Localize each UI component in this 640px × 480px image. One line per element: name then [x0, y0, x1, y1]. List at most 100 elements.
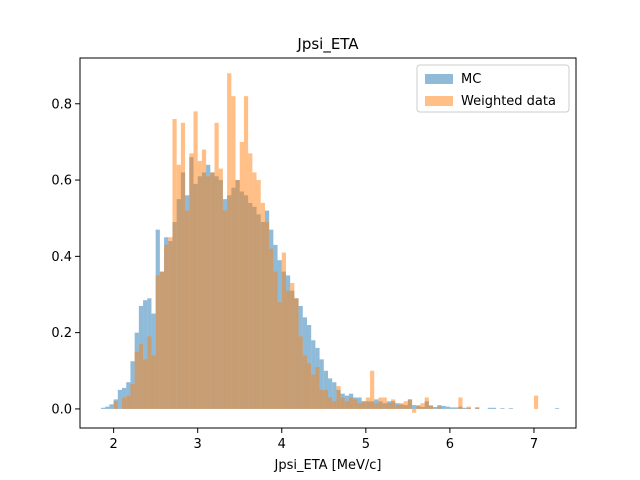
x-tick-label: 2	[109, 437, 117, 452]
weighted-data-bar-60	[370, 370, 375, 409]
weighted-data-bar-25	[222, 210, 228, 409]
x-tick-label: 6	[446, 437, 454, 452]
y-tick-label: 0.6	[51, 174, 72, 189]
weighted-data-bar-18	[193, 111, 198, 409]
weighted-data-bar-50	[328, 397, 333, 409]
weighted-data-bar-77	[466, 406, 471, 409]
chart-title: Jpsi_ETA	[296, 35, 359, 54]
mc-bar-10	[143, 300, 148, 409]
y-tick-label: 0.4	[51, 250, 72, 265]
weighted-data-bar-37	[273, 271, 278, 409]
weighted-data-bar-20	[201, 149, 207, 409]
legend-label: Weighted data	[461, 94, 556, 109]
weighted-data-bar-13	[172, 119, 177, 409]
weighted-data-bar-70	[412, 408, 417, 413]
weighted-data-bar-27	[231, 96, 236, 409]
weighted-data-bar-66	[395, 405, 400, 409]
weighted-data-bar-11	[164, 244, 169, 409]
mc-bar-90	[491, 407, 497, 409]
weighted-data-bar-78	[475, 407, 480, 409]
weighted-data-series	[113, 73, 539, 413]
mc-bar-0	[101, 407, 106, 409]
weighted-data-bar-76	[458, 397, 463, 409]
weighted-data-bar-68	[403, 401, 408, 409]
weighted-data-bar-74	[428, 405, 434, 409]
weighted-data-bar-23	[214, 122, 219, 409]
weighted-data-bar-58	[361, 401, 366, 409]
mc-bar-86	[462, 407, 467, 409]
weighted-data-bar-10	[159, 271, 165, 409]
weighted-data-bar-14	[176, 164, 181, 409]
weighted-data-bar-54	[344, 401, 350, 409]
mc-bar-55	[332, 382, 337, 409]
weighted-data-bar-9	[155, 275, 160, 409]
weighted-data-bar-45	[306, 363, 312, 409]
x-tick-label: 4	[278, 437, 286, 452]
weighted-data-bar-63	[382, 397, 387, 409]
mc-bar-2	[109, 404, 114, 409]
mc-bar-54	[328, 378, 333, 409]
weighted-data-bar-56	[353, 399, 358, 409]
mc-bar-91	[500, 408, 505, 409]
weighted-data-bar-29	[239, 141, 244, 409]
weighted-data-bar-21	[206, 176, 211, 409]
mc-bar-89	[487, 407, 492, 409]
weighted-data-bar-67	[399, 403, 404, 409]
mc-bar-52	[319, 359, 324, 409]
legend-swatch	[425, 74, 453, 84]
weighted-data-bar-71	[416, 405, 421, 409]
y-tick-label: 0.2	[51, 326, 72, 341]
weighted-data-bar-41	[290, 283, 295, 409]
mc-bar-92	[508, 408, 513, 409]
weighted-data-bar-75	[437, 406, 442, 409]
weighted-data-bar-47	[315, 366, 320, 409]
weighted-data-bar-1	[122, 397, 127, 409]
y-tick-label: 0.0	[51, 402, 72, 417]
weighted-data-bar-73	[424, 397, 429, 409]
mc-bar-1	[105, 406, 110, 409]
plot-frame	[79, 57, 577, 429]
weighted-data-bar-65	[391, 399, 396, 409]
mc-bar-79	[433, 407, 438, 409]
x-tick-label: 3	[194, 437, 202, 452]
weighted-data-bar-31	[248, 153, 253, 409]
weighted-data-bar-69	[407, 399, 413, 409]
mc-bar-61	[357, 397, 362, 409]
legend-label: MC	[461, 72, 481, 87]
weighted-data-bar-43	[298, 336, 303, 409]
weighted-data-bar-5	[138, 344, 144, 409]
mc-bar-81	[441, 405, 446, 409]
weighted-data-bar-33	[256, 180, 261, 409]
weighted-data-bar-8	[151, 355, 156, 409]
weighted-data-bar-40	[285, 290, 291, 409]
weighted-data-bar-49	[323, 389, 328, 409]
weighted-data-bar-72	[420, 403, 425, 409]
weighted-data-bar-55	[349, 397, 354, 409]
mc-bar-82	[445, 406, 450, 409]
y-tick-label: 0.8	[51, 97, 72, 112]
weighted-data-bar-30	[243, 96, 249, 409]
weighted-data-bar-64	[386, 403, 392, 409]
x-tick-label: 5	[362, 437, 370, 452]
weighted-data-bar-36	[269, 248, 274, 409]
mc-bar-84	[454, 407, 459, 409]
weighted-data-bar-42	[294, 298, 299, 409]
weighted-data-bar-32	[252, 172, 257, 409]
weighted-data-bar-4	[134, 351, 139, 409]
weighted-data-bar-24	[218, 168, 223, 409]
legend-box	[416, 64, 570, 113]
weighted-data-bar-17	[189, 153, 194, 409]
weighted-data-bar-52	[336, 386, 341, 409]
weighted-data-bar-57	[357, 403, 362, 409]
mc-bar-50	[311, 340, 316, 409]
weighted-data-bar-48	[319, 389, 324, 409]
x-tick-label: 7	[530, 437, 538, 452]
mc-bar-4	[117, 389, 123, 409]
weighted-data-bar-26	[227, 73, 232, 409]
legend: MC Weighted data	[416, 64, 570, 113]
weighted-data-bar-15	[180, 122, 186, 409]
x-axis: 2 3 4 5 6 7	[109, 428, 538, 452]
weighted-data-bar-39	[281, 252, 286, 409]
weighted-data-bar-46	[311, 374, 316, 409]
